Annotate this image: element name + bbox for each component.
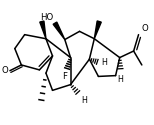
Text: O: O bbox=[141, 24, 148, 33]
Polygon shape bbox=[53, 22, 65, 40]
Text: F: F bbox=[62, 72, 67, 81]
Polygon shape bbox=[40, 21, 46, 39]
Text: H: H bbox=[81, 96, 87, 105]
Polygon shape bbox=[94, 21, 101, 39]
Text: H: H bbox=[118, 75, 124, 84]
Text: HO: HO bbox=[40, 13, 53, 22]
Text: O: O bbox=[2, 66, 8, 75]
Text: H: H bbox=[102, 58, 107, 67]
